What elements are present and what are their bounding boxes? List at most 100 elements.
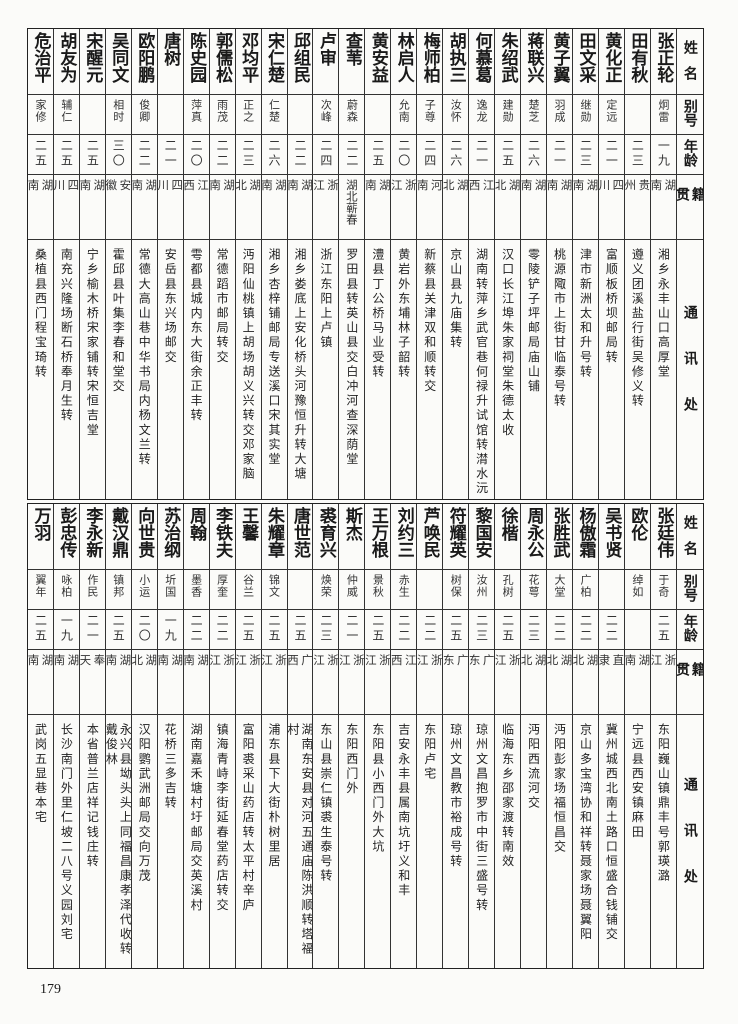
alias-cell: 镇邦 xyxy=(105,570,131,610)
origin-cell: 广东 xyxy=(469,650,495,715)
person-column: 张廷伟 于奇 二五 浙江 东阳巍山镇鼎丰号郭瑛潞 xyxy=(649,504,676,968)
person-address: 罗田县转英山县交白冲河查深荫堂 xyxy=(344,248,359,467)
person-address: 东阳巍山镇鼎丰号郭瑛潞 xyxy=(656,723,671,884)
person-alias: 逸龙 xyxy=(475,99,489,123)
person-origin: 浙江 xyxy=(391,179,417,213)
alias-cell: 羽成 xyxy=(547,95,572,135)
person-column: 万羽 翼年 二五 湖南 武岗五显巷本宅 xyxy=(27,504,53,968)
alias-cell: 翼年 xyxy=(27,570,53,610)
header-label-origin: 籍贯 xyxy=(676,662,703,690)
person-age: 一九 xyxy=(163,614,178,644)
person-age: 二六 xyxy=(448,139,463,169)
person-alias: 作民 xyxy=(85,574,99,598)
person-name: 万羽 xyxy=(30,507,51,541)
person-alias: 绰如 xyxy=(630,574,644,598)
alias-cell: 正之 xyxy=(235,95,261,135)
person-origin: 湖南 xyxy=(79,179,105,213)
person-age: 二三 xyxy=(578,139,593,169)
person-column: 邓均平 正之 二三 湖北 沔阳仙桃镇上胡场胡义兴转交邓家脑 xyxy=(234,29,261,499)
person-age: 二二 xyxy=(604,614,619,644)
person-age: 二二 xyxy=(344,139,359,169)
person-column: 郭儒松 雨茂 二二 湖南 常德蹈市邮局转交 xyxy=(208,29,235,499)
person-address: 宁远县西安镇麻田 xyxy=(630,723,645,840)
age-cell: 二五 xyxy=(27,610,53,650)
age-cell: 二五 xyxy=(261,610,287,650)
person-age: 二五 xyxy=(292,614,307,644)
name-cell: 芦唤民 xyxy=(417,504,443,570)
age-cell: 二〇 xyxy=(391,135,417,175)
person-address: 零陵铲子坪邮局庙山铺 xyxy=(526,248,541,394)
origin-cell: 湖南 xyxy=(105,650,131,715)
person-column: 欧伦 绰如 湖南 宁远县西安镇麻田 xyxy=(623,504,650,968)
origin-cell: 广东 xyxy=(443,650,469,715)
address-cell: 京山县九庙集转 xyxy=(443,240,468,499)
person-name: 黄化正 xyxy=(601,32,622,83)
person-address: 湖南东安县对河五通庙陈洪顺转塔福村 xyxy=(287,723,313,957)
address-cell: 桑植县西门程宝琦转 xyxy=(28,240,53,499)
person-alias: 辅仁 xyxy=(59,99,73,123)
alias-cell: 树保 xyxy=(443,570,469,610)
person-name: 彭忠传 xyxy=(56,507,77,558)
person-name: 宋仁楚 xyxy=(264,32,285,83)
origin-cell: 四川 xyxy=(598,175,624,240)
person-name: 黄子翼 xyxy=(549,32,570,83)
origin-cell: 江西 xyxy=(183,175,209,240)
person-column: 刘约三 赤生 二二 江西 吉安永丰县属南坑圩义和丰 xyxy=(390,504,417,968)
person-name: 梅师柏 xyxy=(419,32,440,83)
person-age: 二〇 xyxy=(137,614,152,644)
person-column: 胡友为 辅仁 二五 四川 南充兴隆场断石桥奉月生转 xyxy=(52,29,79,499)
person-age: 二二 xyxy=(215,614,230,644)
person-origin: 湖北 xyxy=(572,654,598,688)
person-name: 周翰 xyxy=(186,507,207,541)
alias-cell: 绰如 xyxy=(624,570,650,610)
age-cell: 二三 xyxy=(572,135,598,175)
person-alias: 家修 xyxy=(33,99,47,123)
address-cell: 镇海青峙李街延春堂药店转交 xyxy=(210,715,235,968)
person-alias: 建勋 xyxy=(501,99,515,123)
name-cell: 周翰 xyxy=(183,504,209,570)
person-name: 胡友为 xyxy=(56,32,77,83)
address-cell: 湖南嘉禾塘村圩邮局交英溪村 xyxy=(184,715,209,968)
alias-cell: 锦文 xyxy=(261,570,287,610)
name-cell: 苏治纲 xyxy=(157,504,183,570)
person-origin: 浙江 xyxy=(235,654,261,688)
alias-cell xyxy=(624,95,650,135)
alias-cell: 允南 xyxy=(391,95,417,135)
origin-cell: 湖北 xyxy=(495,175,521,240)
header-cell-name: 姓名 xyxy=(676,29,703,95)
address-cell: 东阳西门外 xyxy=(339,715,364,968)
alias-cell: 作民 xyxy=(79,570,105,610)
person-origin: 湖南 xyxy=(183,654,209,688)
person-name: 蒋联兴 xyxy=(523,32,544,83)
header-cell-address: 通讯处 xyxy=(677,240,703,499)
name-cell: 斯杰 xyxy=(339,504,365,570)
person-alias: 孔树 xyxy=(501,574,515,598)
origin-cell: 浙江 xyxy=(391,175,417,240)
age-cell: 二五 xyxy=(365,610,391,650)
person-address: 富阳裘采山药店转太平村辛庐 xyxy=(241,723,256,913)
person-address: 桃源陬市上街甘临泰号转 xyxy=(552,248,567,409)
person-origin: 浙江 xyxy=(313,179,339,213)
person-name: 黄安益 xyxy=(367,32,388,83)
person-column: 苏治纲 圻国 一九 湖南 花桥三多吉转 xyxy=(156,504,183,968)
person-age: 二三 xyxy=(526,614,541,644)
name-cell: 郭儒松 xyxy=(209,29,235,95)
address-cell: 汉口长江埠朱家祠堂朱德太收 xyxy=(495,240,520,499)
person-address: 汉阳鹦武洲邮局交向万茂 xyxy=(137,723,152,884)
person-column: 张胜武 大堂 二二 湖北 沔阳彭家场福恒昌交 xyxy=(546,504,572,968)
name-cell: 梅师柏 xyxy=(417,29,443,95)
name-cell: 宋仁楚 xyxy=(261,29,287,95)
person-age: 二三 xyxy=(241,139,256,169)
age-cell xyxy=(624,610,650,650)
alias-cell: 谷兰 xyxy=(235,570,261,610)
origin-cell: 安徽 xyxy=(105,175,131,240)
person-column: 符耀英 树保 二五 广东 琼州文昌教市裕成号转 xyxy=(442,504,469,968)
age-cell: 二五 xyxy=(495,135,521,175)
person-address: 富顺板桥坝邮局转 xyxy=(604,248,619,365)
person-origin: 广西 xyxy=(287,654,313,688)
person-age: 二六 xyxy=(526,139,541,169)
person-column: 朱耀章 锦文 二五 浙江 浦东县下大街朴树里居 xyxy=(260,504,287,968)
person-alias: 仁楚 xyxy=(267,99,281,123)
header-label-alias: 别号 xyxy=(681,574,698,602)
person-address: 汉口长江埠朱家祠堂朱德太收 xyxy=(500,248,515,438)
